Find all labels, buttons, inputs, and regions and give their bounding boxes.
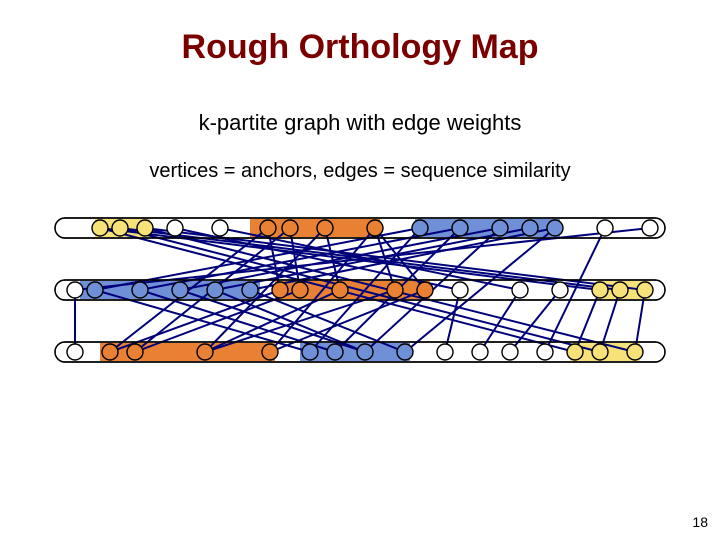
anchor-node: [87, 282, 103, 298]
anchor-node: [172, 282, 188, 298]
anchor-node: [502, 344, 518, 360]
anchor-node: [592, 282, 608, 298]
anchor-node: [642, 220, 658, 236]
anchor-node: [67, 344, 83, 360]
anchor-node: [612, 282, 628, 298]
anchor-node: [262, 344, 278, 360]
anchor-node: [242, 282, 258, 298]
anchor-node: [102, 344, 118, 360]
anchor-node: [302, 344, 318, 360]
anchor-node: [292, 282, 308, 298]
anchor-node: [492, 220, 508, 236]
anchor-node: [282, 220, 298, 236]
anchor-node: [207, 282, 223, 298]
anchor-node: [132, 282, 148, 298]
anchor-node: [547, 220, 563, 236]
anchor-node: [552, 282, 568, 298]
anchor-node: [272, 282, 288, 298]
anchor-node: [387, 282, 403, 298]
anchor-node: [67, 282, 83, 298]
anchor-node: [260, 220, 276, 236]
anchor-node: [512, 282, 528, 298]
anchor-node: [567, 344, 583, 360]
anchor-node: [332, 282, 348, 298]
anchor-node: [112, 220, 128, 236]
anchor-node: [437, 344, 453, 360]
anchor-node: [417, 282, 433, 298]
anchor-node: [197, 344, 213, 360]
anchor-node: [592, 344, 608, 360]
anchor-node: [397, 344, 413, 360]
anchor-node: [317, 220, 333, 236]
anchor-node: [412, 220, 428, 236]
anchor-node: [127, 344, 143, 360]
anchor-node: [537, 344, 553, 360]
anchor-node: [367, 220, 383, 236]
anchor-node: [637, 282, 653, 298]
anchor-node: [212, 220, 228, 236]
anchor-node: [92, 220, 108, 236]
anchor-node: [452, 282, 468, 298]
anchor-node: [627, 344, 643, 360]
anchor-node: [357, 344, 373, 360]
anchor-node: [472, 344, 488, 360]
anchor-node: [167, 220, 183, 236]
orthology-diagram: [0, 0, 720, 540]
anchor-node: [597, 220, 613, 236]
anchor-node: [522, 220, 538, 236]
anchor-node: [137, 220, 153, 236]
anchor-node: [327, 344, 343, 360]
anchor-node: [452, 220, 468, 236]
